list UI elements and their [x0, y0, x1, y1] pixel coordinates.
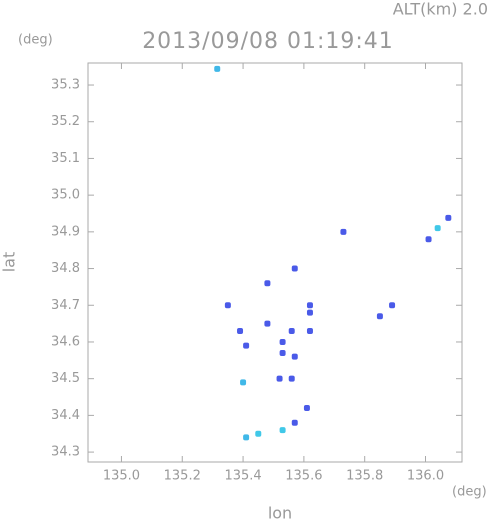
- echo-point: [340, 228, 347, 235]
- echo-point: [376, 313, 383, 320]
- x-tick-label: 135.8: [346, 469, 383, 484]
- echo-point: [291, 265, 298, 272]
- echo-point: [279, 338, 286, 345]
- echo-point: [214, 65, 221, 72]
- echo-point: [264, 280, 271, 287]
- x-axis-label: lon: [268, 504, 292, 521]
- echo-point: [279, 349, 286, 356]
- echo-point: [434, 225, 441, 232]
- echo-point: [303, 405, 310, 412]
- y-tick-label: 34.7: [51, 298, 80, 313]
- altitude-label: ALT(km) 2.0: [393, 0, 488, 19]
- y-tick-label: 35.3: [51, 78, 80, 93]
- y-tick-label: 34.8: [51, 261, 80, 276]
- x-unit: (deg): [452, 485, 487, 500]
- echo-point: [243, 342, 250, 349]
- echo-point: [276, 375, 283, 382]
- echo-point: [255, 430, 262, 437]
- y-tick-label: 34.6: [51, 334, 80, 349]
- y-tick-label: 34.9: [51, 224, 80, 239]
- x-tick-label: 135.2: [164, 469, 201, 484]
- echo-point: [279, 427, 286, 434]
- x-tick-label: 135.6: [285, 469, 322, 484]
- echo-point: [237, 327, 244, 334]
- y-tick-label: 34.4: [51, 408, 80, 423]
- y-tick-label: 35.0: [51, 188, 80, 203]
- echo-point: [291, 353, 298, 360]
- echo-point: [306, 302, 313, 309]
- echo-point: [243, 434, 250, 441]
- y-unit: (deg): [18, 33, 53, 48]
- chart-title: 2013/09/08 01:19:41: [142, 29, 394, 54]
- echo-point: [288, 375, 295, 382]
- y-tick-label: 35.1: [51, 151, 80, 166]
- y-axis-label: lat: [0, 252, 19, 273]
- echo-point: [389, 302, 396, 309]
- y-tick-label: 34.3: [51, 445, 80, 460]
- x-tick-label: 136.0: [407, 469, 444, 484]
- echo-point: [306, 309, 313, 316]
- echo-point: [288, 327, 295, 334]
- x-tick-label: 135.4: [224, 469, 261, 484]
- x-tick-label: 135.0: [103, 469, 140, 484]
- y-tick-label: 34.5: [51, 371, 80, 386]
- echo-point: [224, 302, 231, 309]
- echo-point: [306, 327, 313, 334]
- y-tick-label: 35.2: [51, 114, 80, 129]
- echo-point: [240, 379, 247, 386]
- echo-point: [445, 214, 452, 221]
- plot-frame: [87, 62, 463, 463]
- echo-point: [264, 320, 271, 327]
- echo-point: [291, 419, 298, 426]
- echo-point: [425, 236, 432, 243]
